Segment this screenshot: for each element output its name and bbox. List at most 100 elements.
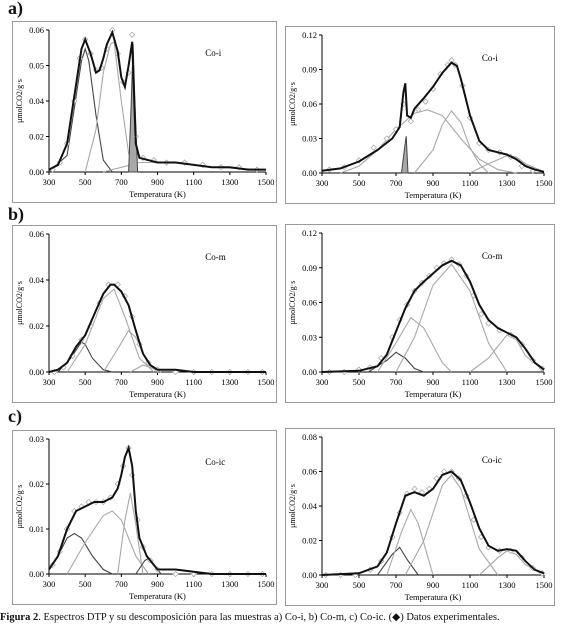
x-tick-label: 900 (427, 377, 440, 387)
y-tick-label: 0.12 (302, 228, 317, 238)
y-tick-label: 0.04 (302, 501, 318, 511)
x-tick-label: 900 (151, 177, 164, 187)
x-tick-label: 1100 (185, 579, 202, 589)
component-curve (395, 263, 508, 373)
y-tick-label: 0.02 (29, 132, 44, 142)
chart-title: Co-m (482, 251, 503, 261)
data-marker (411, 485, 418, 492)
y-tick-label: 0.09 (302, 263, 317, 273)
y-tick-label: 0.02 (302, 536, 317, 546)
chart-c-right: 300 500 700 900 1100 1300 1500 0.00 0.02 0.04 0.06… (288, 432, 553, 602)
y-tick-label: 0.02 (29, 479, 44, 489)
data-marker (190, 570, 197, 578)
fit-curve (48, 29, 266, 171)
x-tick-label: 500 (353, 377, 366, 387)
x-tick-label: 500 (79, 377, 92, 387)
row-label-b: b) (8, 204, 25, 224)
y-tick-label: 0.00 (29, 569, 44, 579)
y-tick-label: 0.06 (302, 298, 317, 308)
x-axis-label: Temperatura (K) (129, 591, 186, 601)
x-tick-label: 500 (79, 177, 92, 187)
y-tick-label: 0.02 (29, 321, 44, 331)
x-tick-label: 700 (115, 177, 128, 187)
data-marker (440, 259, 448, 267)
x-axis-label: Temperatura (K) (405, 389, 462, 399)
x-tick-label: 900 (427, 178, 440, 188)
data-marker (422, 98, 429, 105)
y-tick-label: 0.04 (29, 275, 45, 285)
y-tick-label: 0.06 (29, 25, 44, 35)
fit-curve (321, 259, 545, 373)
x-tick-label: 700 (115, 377, 128, 387)
x-tick-label: 1500 (258, 377, 275, 387)
y-tick-label: 0.03 (302, 332, 317, 342)
fit-curve (48, 283, 266, 373)
fit-curve (48, 444, 266, 575)
y-tick-label: 0.05 (29, 61, 44, 71)
data-marker (129, 31, 136, 38)
fit-curve (321, 61, 545, 173)
x-tick-label: 700 (390, 178, 403, 188)
chart-a-right: 300 500 700 900 1100 1300 1500 0.00 0.03 0.06 0.09… (288, 30, 553, 200)
x-tick-label: 700 (390, 377, 403, 387)
x-tick-label: 1100 (185, 177, 202, 187)
y-tick-label: 0.09 (302, 65, 317, 75)
row-label-a: a) (8, 0, 23, 18)
chart-title: Co-m (205, 252, 226, 262)
x-tick-label: 500 (353, 178, 366, 188)
x-tick-label: 900 (151, 377, 164, 387)
y-tick-label: 0.00 (302, 168, 317, 178)
x-axis-label: Temperatura (K) (405, 190, 462, 200)
chart-panel-a-right: 300 500 700 900 1100 1300 1500 0.00 0.03 0.06 0.09… (285, 26, 555, 204)
chart-panel-c-left: 300 500 700 900 1100 1300 1500 0.00 0.01 0.02 0.03… (12, 430, 277, 605)
x-tick-label: 1100 (185, 377, 202, 387)
x-tick-label: 1100 (462, 580, 479, 590)
caption-text: . Espectros DTP y su descomposición para… (38, 612, 500, 623)
y-tick-label: 0.08 (302, 432, 317, 442)
component-curve (84, 40, 137, 173)
x-tick-label: 300 (316, 580, 329, 590)
x-tick-label: 1300 (499, 377, 516, 387)
y-axis-label: μmolCO2/g·s (15, 79, 24, 123)
x-tick-label: 500 (353, 580, 366, 590)
x-tick-label: 300 (316, 377, 329, 387)
y-axis-label: μmolCO2/g·s (288, 484, 297, 528)
x-tick-label: 1500 (258, 177, 275, 187)
chart-title: Co-i (482, 53, 499, 63)
data-marker (477, 310, 485, 318)
chart-title: Co-ic (205, 457, 225, 467)
component-curve (340, 109, 517, 174)
component-curve (386, 508, 434, 576)
fit-curve (321, 470, 545, 576)
y-axis-label: μmolCO2/g·s (288, 281, 297, 325)
x-tick-label: 1300 (221, 177, 238, 187)
y-tick-label: 0.00 (302, 570, 317, 580)
caption-figure-label: Figura 2 (0, 612, 39, 623)
y-tick-label: 0.00 (29, 367, 44, 377)
data-marker (448, 256, 455, 263)
component-curve (377, 316, 452, 373)
component-curve (117, 492, 144, 575)
x-tick-label: 1100 (462, 178, 479, 188)
y-axis-label: μmolCO2/g·s (15, 281, 24, 325)
chart-panel-c-right: 300 500 700 900 1100 1300 1500 0.00 0.02 0.04 0.06… (285, 428, 555, 606)
chart-title: Co-i (205, 48, 222, 58)
x-tick-label: 1500 (536, 580, 553, 590)
x-axis-label: Temperatura (K) (129, 389, 186, 399)
x-tick-label: 300 (43, 579, 56, 589)
chart-title: Co-ic (482, 455, 502, 465)
chart-a-left: 300 500 700 900 1100 1300 1500 0.00 0.02 0.04 0.05… (15, 25, 275, 199)
component-curve (102, 329, 158, 373)
chart-c-left: 300 500 700 900 1100 1300 1500 0.00 0.01 0.02 0.03… (15, 434, 275, 601)
x-tick-label: 1300 (221, 579, 238, 589)
x-tick-label: 300 (43, 177, 56, 187)
x-tick-label: 300 (43, 377, 56, 387)
chart-b-right: 300 500 700 900 1100 1300 1500 0.00 0.03 0.06 0.09… (288, 228, 553, 399)
x-axis-label: Temperatura (K) (405, 592, 462, 602)
y-tick-label: 0.03 (302, 134, 317, 144)
x-tick-label: 900 (151, 579, 164, 589)
y-tick-label: 0.00 (302, 367, 317, 377)
y-tick-label: 0.00 (29, 167, 44, 177)
component-curve (404, 474, 499, 576)
component-curve (66, 288, 155, 373)
